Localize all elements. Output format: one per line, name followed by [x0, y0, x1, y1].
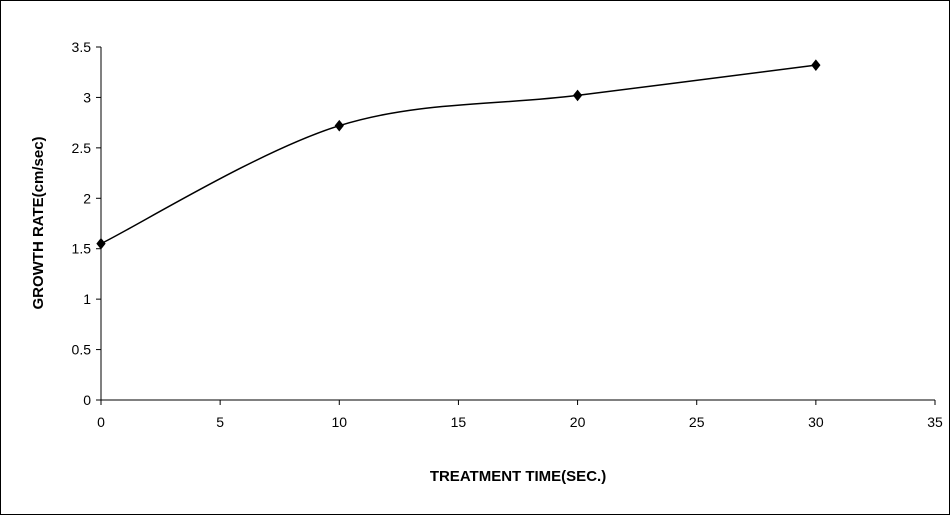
data-point-marker: [96, 237, 106, 250]
x-axis-title: TREATMENT TIME(SEC.): [430, 468, 606, 485]
data-point-marker: [572, 89, 583, 102]
y-axis-ticks: 0 0.5 1 1.5 2 2.5 3 3.5: [72, 39, 101, 408]
x-tick-label: 20: [570, 414, 586, 430]
y-tick-label: 1.5: [72, 241, 92, 257]
x-tick-label: 10: [331, 414, 347, 430]
x-tick-label: 25: [689, 414, 705, 430]
x-tick-label: 35: [927, 414, 943, 430]
series-group: [96, 59, 821, 250]
y-tick-label: 3: [83, 89, 91, 105]
y-tick-label: 1: [83, 291, 91, 307]
x-tick-label: 15: [451, 414, 467, 430]
data-point-marker: [334, 119, 344, 132]
x-tick-label: 0: [97, 414, 105, 430]
x-tick-label: 30: [808, 414, 824, 430]
y-tick-label: 0.5: [72, 342, 92, 358]
y-tick-label: 3.5: [72, 39, 92, 55]
x-tick-label: 5: [216, 414, 224, 430]
y-tick-label: 2: [83, 190, 91, 206]
y-tick-label: 0: [83, 392, 91, 408]
data-point-marker: [811, 59, 821, 71]
x-axis-ticks: 0 5 10 15 20 25 30 35: [97, 400, 943, 430]
y-axis-title: GROWTH RATE(cm/sec): [30, 136, 47, 309]
y-tick-label: 2.5: [72, 140, 92, 156]
axes: [100, 47, 935, 401]
series-line: [100, 64, 816, 245]
